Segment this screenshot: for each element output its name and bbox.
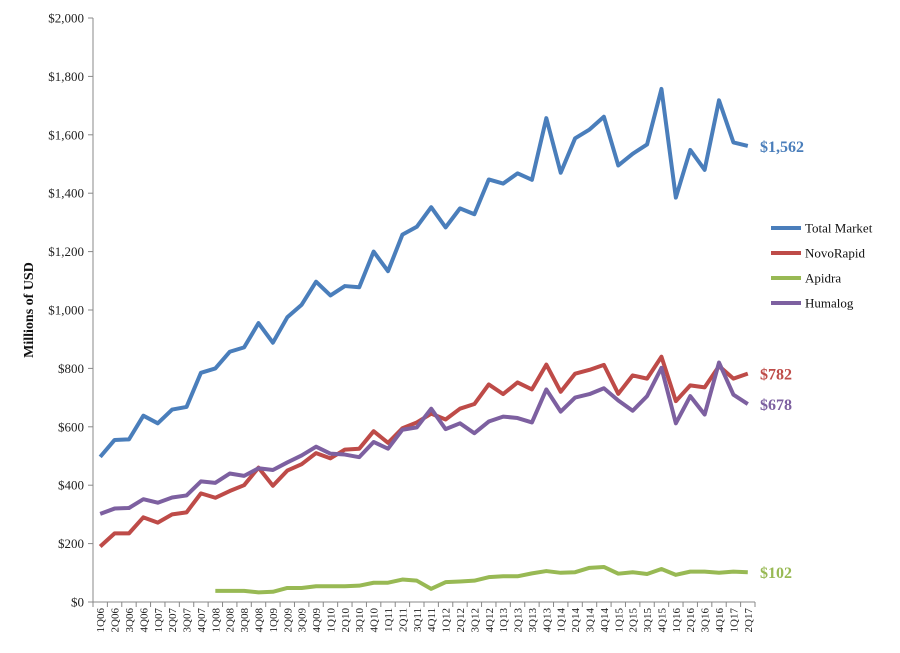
end-label-humalog: $678: [760, 397, 792, 414]
y-tick-label: $400: [58, 478, 84, 493]
x-tick-label: 4Q06: [138, 608, 150, 633]
y-axis-title: Millions of USD: [22, 262, 37, 358]
y-tick-label: $1,000: [48, 303, 84, 318]
x-tick-label: 3Q15: [642, 608, 654, 633]
y-tick-label: $1,600: [48, 127, 84, 142]
x-tick-label: 3Q06: [124, 608, 136, 633]
x-tick-label: 3Q12: [469, 608, 481, 632]
x-tick-label: 1Q15: [613, 608, 625, 633]
x-tick-label: 2Q11: [397, 608, 409, 632]
legend-label-humalog: Humalog: [805, 296, 854, 311]
end-label-novorapid: $782: [760, 367, 792, 384]
x-tick-label: 1Q10: [325, 608, 337, 633]
end-label-apidra: $102: [760, 565, 792, 582]
x-tick-label: 4Q09: [311, 608, 323, 633]
x-tick-label: 4Q15: [656, 608, 668, 633]
x-tick-label: 4Q08: [254, 608, 266, 633]
x-tick-label: 2Q09: [282, 608, 294, 633]
x-tick-label: 1Q06: [95, 608, 107, 633]
x-tick-label: 1Q13: [498, 608, 510, 633]
y-tick-label: $600: [58, 419, 84, 434]
x-tick-label: 3Q07: [182, 608, 194, 633]
x-tick-label: 4Q16: [714, 608, 726, 633]
x-tick-label: 2Q07: [167, 608, 179, 633]
x-tick-label: 2Q16: [685, 608, 697, 633]
x-tick-label: 4Q12: [484, 608, 496, 632]
x-tick-label: 2Q13: [513, 608, 525, 633]
y-tick-label: $1,800: [48, 69, 84, 84]
x-tick-label: 4Q07: [196, 608, 208, 633]
x-tick-label: 3Q16: [700, 608, 712, 633]
series-line-total-market: [98, 86, 749, 459]
end-label-total-market: $1,562: [760, 139, 804, 156]
y-tick-label: $2,000: [48, 11, 84, 26]
x-tick-label: 3Q08: [239, 608, 251, 633]
x-tick-label: 1Q12: [441, 608, 453, 632]
y-tick-label: $1,400: [48, 186, 84, 201]
x-tick-label: 1Q08: [210, 608, 222, 633]
x-tick-label: 1Q14: [556, 608, 568, 633]
x-tick-label: 4Q14: [599, 608, 611, 633]
x-tick-label: 4Q13: [541, 608, 553, 633]
x-tick-label: 1Q07: [153, 608, 165, 633]
series-line-humalog: [99, 360, 749, 516]
x-tick-label: 1Q09: [268, 608, 280, 633]
x-tick-label: 3Q09: [297, 608, 309, 633]
x-tick-label: 3Q11: [412, 608, 424, 632]
x-tick-label: 3Q13: [527, 608, 539, 633]
x-tick-label: 4Q11: [426, 608, 438, 632]
x-tick-label: 2Q10: [340, 608, 352, 633]
series-line-apidra: [215, 564, 748, 595]
legend-label-apidra: Apidra: [805, 271, 841, 286]
x-tick-label: 1Q16: [671, 608, 683, 633]
x-tick-label: 2Q08: [225, 608, 237, 633]
x-tick-label: 3Q14: [585, 608, 597, 633]
x-tick-label: 3Q10: [354, 608, 366, 633]
legend-label-novorapid: NovoRapid: [805, 246, 865, 261]
x-tick-label: 1Q11: [383, 608, 395, 632]
y-tick-label: $200: [58, 536, 84, 551]
y-tick-label: $0: [71, 595, 84, 610]
legend-label-total-market: Total Market: [805, 221, 873, 236]
x-tick-label: 2Q17: [743, 608, 755, 633]
x-tick-label: 2Q15: [628, 608, 640, 633]
x-tick-label: 1Q17: [728, 608, 740, 633]
x-tick-label: 4Q10: [369, 608, 381, 633]
y-tick-label: $800: [58, 361, 84, 376]
x-tick-label: 2Q14: [570, 608, 582, 633]
y-tick-label: $1,200: [48, 244, 84, 259]
x-tick-label: 2Q12: [455, 608, 467, 632]
x-tick-label: 2Q06: [110, 608, 122, 633]
